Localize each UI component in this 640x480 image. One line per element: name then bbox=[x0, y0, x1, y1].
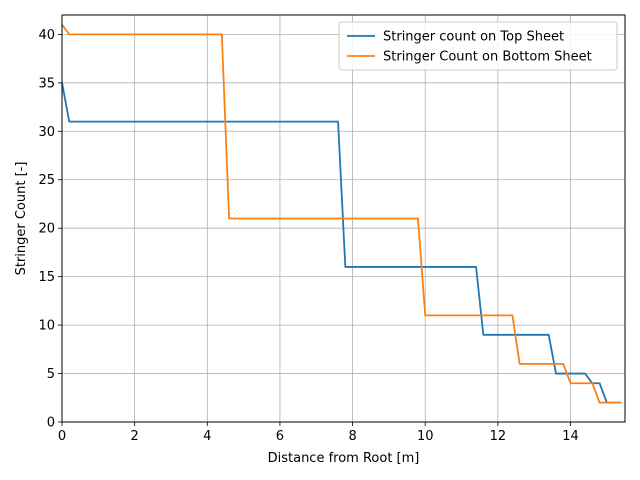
legend: Stringer count on Top Sheet Stringer Coun… bbox=[338, 21, 618, 71]
legend-entry: Stringer Count on Bottom Sheet bbox=[383, 50, 592, 65]
x-tick-label: 10 bbox=[417, 429, 434, 444]
x-axis-label: Distance from Root [m] bbox=[268, 451, 420, 466]
x-tick-label: 2 bbox=[131, 429, 139, 444]
axis-ticks: 0 2 4 6 8 10 12 14 0 5 10 15 20 25 30 35 40 bbox=[38, 28, 578, 444]
y-tick-label: 5 bbox=[47, 367, 55, 382]
y-tick-label: 15 bbox=[38, 270, 55, 285]
series-line-bottom-sheet bbox=[61, 24, 622, 404]
series-line-top-sheet bbox=[61, 82, 622, 404]
x-tick-label: 12 bbox=[490, 429, 507, 444]
x-tick-label: 0 bbox=[58, 429, 66, 444]
plot-frame bbox=[61, 14, 626, 423]
y-tick-label: 40 bbox=[38, 28, 55, 43]
y-tick-label: 35 bbox=[38, 76, 55, 91]
x-tick-label: 6 bbox=[276, 429, 284, 444]
x-tick-label: 8 bbox=[348, 429, 356, 444]
y-tick-label: 20 bbox=[38, 222, 55, 237]
y-tick-label: 0 bbox=[47, 416, 55, 431]
y-axis-label: Stringer Count [-] bbox=[14, 162, 29, 276]
y-tick-label: 30 bbox=[38, 125, 55, 140]
series-lines bbox=[61, 24, 622, 404]
x-tick-label: 14 bbox=[562, 429, 579, 444]
x-tick-label: 4 bbox=[203, 429, 211, 444]
legend-entry: Stringer count on Top Sheet bbox=[383, 30, 564, 45]
y-tick-label: 25 bbox=[38, 173, 55, 188]
legend-box bbox=[338, 21, 618, 71]
y-tick-label: 10 bbox=[38, 319, 55, 334]
